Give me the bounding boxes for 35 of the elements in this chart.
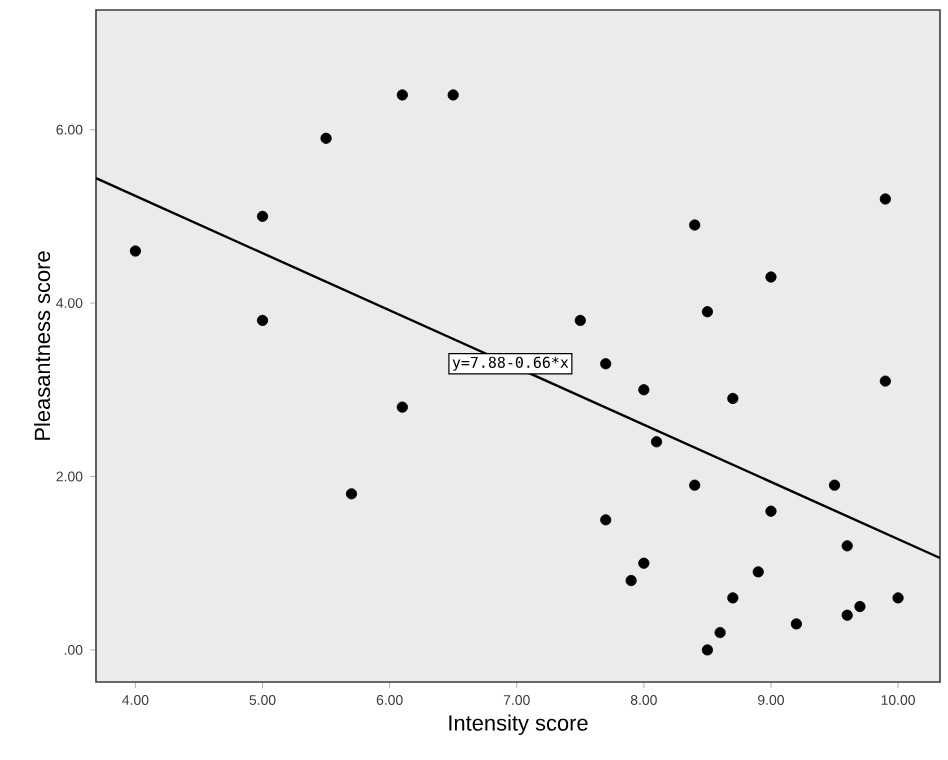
point: [689, 219, 701, 231]
point: [879, 193, 891, 205]
point: [765, 505, 777, 517]
point: [625, 574, 637, 587]
point: [320, 132, 332, 144]
point: [574, 314, 586, 327]
point: [701, 306, 713, 318]
point: [256, 314, 269, 327]
point: [879, 375, 891, 387]
point: [727, 592, 739, 604]
point: [892, 592, 904, 604]
point: [841, 540, 853, 552]
point: [129, 245, 142, 257]
point: [600, 514, 612, 526]
point: [841, 609, 853, 621]
point: [345, 488, 358, 500]
point: [256, 210, 269, 222]
point: [396, 89, 408, 101]
point: [600, 358, 612, 370]
point: [828, 479, 841, 491]
point: [701, 644, 713, 656]
point: [790, 618, 802, 630]
y-axis-title: Pleasantness score: [34, 251, 51, 440]
point: [689, 479, 701, 491]
point: [638, 384, 650, 396]
point: [752, 566, 764, 578]
x-axis-title: Intensity score: [449, 714, 588, 736]
point: [447, 89, 459, 101]
point: [854, 600, 866, 613]
point: [765, 271, 777, 283]
point: [650, 436, 663, 448]
point: [727, 392, 739, 405]
point: [638, 557, 650, 569]
point: [714, 626, 726, 639]
point: [396, 401, 408, 413]
